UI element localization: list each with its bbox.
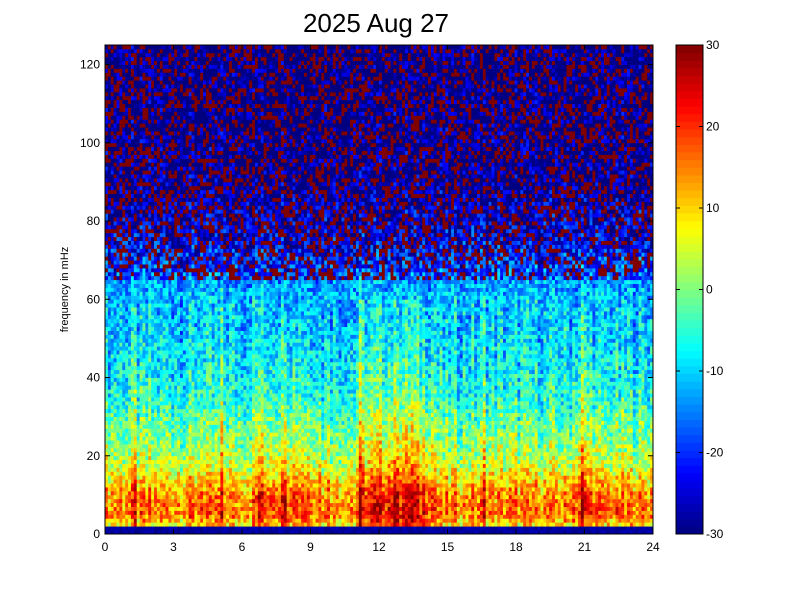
colorbar-segment bbox=[676, 396, 703, 404]
colorbar-segment bbox=[676, 389, 703, 397]
colorbar-segment bbox=[676, 496, 703, 504]
colorbar-segment bbox=[676, 83, 703, 91]
colorbar-segment bbox=[676, 358, 703, 366]
colorbar-segment bbox=[676, 481, 703, 489]
colorbar-segment bbox=[676, 427, 703, 435]
colorbar-segment bbox=[676, 488, 703, 496]
colorbar-segment bbox=[676, 404, 703, 412]
colorbar-segment bbox=[676, 503, 703, 511]
colorbar-tick-label: -10 bbox=[706, 364, 724, 378]
spectrogram-heatmap bbox=[105, 45, 653, 534]
colorbar-segment bbox=[676, 244, 703, 252]
colorbar-segment bbox=[676, 290, 703, 298]
colorbar bbox=[676, 45, 703, 535]
y-tick-label: 60 bbox=[87, 292, 101, 306]
colorbar-segment bbox=[676, 213, 703, 221]
colorbar-segment bbox=[676, 511, 703, 519]
y-tick-label: 120 bbox=[80, 58, 100, 72]
colorbar-segment bbox=[676, 236, 703, 244]
colorbar-segment bbox=[676, 175, 703, 183]
colorbar-segment bbox=[676, 328, 703, 336]
colorbar-segment bbox=[676, 442, 703, 450]
colorbar-segment bbox=[676, 160, 703, 168]
colorbar-segment bbox=[676, 435, 703, 443]
colorbar-segment bbox=[676, 221, 703, 229]
x-tick-label: 0 bbox=[102, 540, 109, 554]
colorbar-segment bbox=[676, 297, 703, 305]
colorbar-segment bbox=[676, 144, 703, 152]
colorbar-segment bbox=[676, 335, 703, 343]
colorbar-segment bbox=[676, 91, 703, 99]
colorbar-segment bbox=[676, 412, 703, 420]
colorbar-segment bbox=[676, 183, 703, 191]
colorbar-segment bbox=[676, 152, 703, 160]
colorbar-tick-label: -30 bbox=[706, 527, 724, 541]
colorbar-segment bbox=[676, 366, 703, 374]
colorbar-segment bbox=[676, 68, 703, 76]
colorbar-tick-label: 20 bbox=[706, 120, 720, 134]
x-tick-label: 3 bbox=[170, 540, 177, 554]
colorbar-segment bbox=[676, 137, 703, 145]
colorbar-segment bbox=[676, 305, 703, 313]
colorbar-segment bbox=[676, 167, 703, 175]
colorbar-segment bbox=[676, 98, 703, 106]
colorbar-segment bbox=[676, 45, 703, 53]
colorbar-segment bbox=[676, 121, 703, 129]
colorbar-segment bbox=[676, 76, 703, 84]
x-tick-label: 9 bbox=[307, 540, 314, 554]
y-tick-label: 40 bbox=[87, 371, 101, 385]
colorbar-segment bbox=[676, 526, 703, 534]
colorbar-segment bbox=[676, 374, 703, 382]
colorbar-segment bbox=[676, 419, 703, 427]
colorbar-segment bbox=[676, 205, 703, 213]
chart-title: 2025 Aug 27 bbox=[303, 8, 449, 38]
colorbar-segment bbox=[676, 129, 703, 137]
colorbar-segment bbox=[676, 381, 703, 389]
colorbar-segment bbox=[676, 312, 703, 320]
colorbar-segment bbox=[676, 114, 703, 122]
y-tick-label: 0 bbox=[93, 527, 100, 541]
colorbar-tick-label: 10 bbox=[706, 201, 720, 215]
colorbar-segment bbox=[676, 228, 703, 236]
colorbar-segment bbox=[676, 198, 703, 206]
colorbar-segment bbox=[676, 519, 703, 527]
colorbar-segment bbox=[676, 190, 703, 198]
y-tick-label: 20 bbox=[87, 449, 101, 463]
x-tick-label: 21 bbox=[578, 540, 592, 554]
colorbar-tick-label: 30 bbox=[706, 38, 720, 52]
colorbar-segment bbox=[676, 106, 703, 114]
colorbar-segment bbox=[676, 282, 703, 290]
y-tick-label: 80 bbox=[87, 214, 101, 228]
colorbar-segment bbox=[676, 320, 703, 328]
y-tick-label: 100 bbox=[80, 136, 100, 150]
x-tick-label: 6 bbox=[239, 540, 246, 554]
x-tick-label: 12 bbox=[372, 540, 386, 554]
colorbar-tick-label: 0 bbox=[706, 283, 713, 297]
colorbar-segment bbox=[676, 267, 703, 275]
y-axis-label: frequency in mHz bbox=[59, 247, 71, 333]
x-tick-label: 18 bbox=[509, 540, 523, 554]
colorbar-segment bbox=[676, 465, 703, 473]
colorbar-segment bbox=[676, 53, 703, 61]
colorbar-segment bbox=[676, 274, 703, 282]
colorbar-segment bbox=[676, 60, 703, 68]
x-tick-label: 15 bbox=[441, 540, 455, 554]
colorbar-segment bbox=[676, 450, 703, 458]
colorbar-segment bbox=[676, 251, 703, 259]
colorbar-segment bbox=[676, 458, 703, 466]
colorbar-segment bbox=[676, 473, 703, 481]
colorbar-segment bbox=[676, 351, 703, 359]
x-tick-label: 24 bbox=[646, 540, 660, 554]
colorbar-segment bbox=[676, 259, 703, 267]
colorbar-tick-label: -20 bbox=[706, 446, 724, 460]
colorbar-segment bbox=[676, 343, 703, 351]
